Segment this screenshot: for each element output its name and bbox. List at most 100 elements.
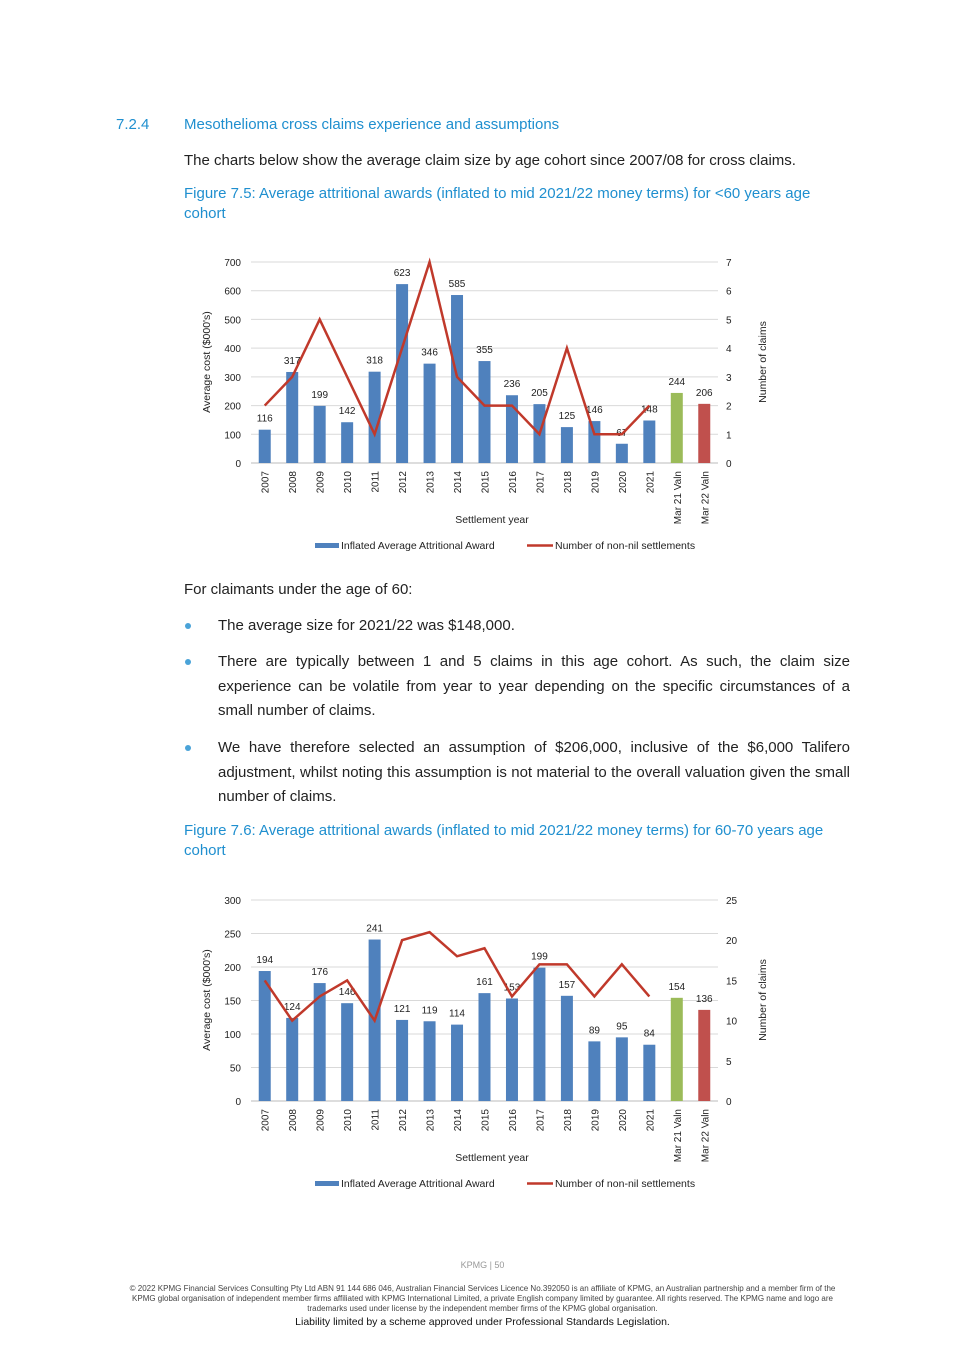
x-axis-title: Settlement year: [455, 514, 529, 526]
bar-data-label: 161: [476, 977, 493, 988]
y-tick-label: 200: [224, 402, 241, 413]
bar-data-label: 194: [256, 955, 273, 966]
legend-bar-label: Inflated Average Attritional Award: [341, 1178, 495, 1190]
y-tick-label: 250: [224, 930, 241, 941]
bar: [423, 1021, 436, 1101]
bar: [313, 983, 326, 1101]
y2-tick-label: 1: [726, 430, 732, 441]
x-tick-label: 2013: [426, 1109, 437, 1132]
bar: [560, 427, 573, 463]
bar: [670, 997, 683, 1101]
y2-tick-label: 25: [726, 896, 738, 907]
x-tick-label: 2020: [618, 1109, 629, 1132]
y-tick-label: 300: [224, 373, 241, 384]
section-title: Mesothelioma cross claims experience and…: [184, 116, 560, 133]
y-axis-title: Average cost ($000's): [201, 311, 213, 413]
bar-data-label: 114: [449, 1009, 465, 1020]
under-60-heading: For claimants under the age of 60:: [184, 581, 413, 598]
y-axis-title: Average cost ($000's): [201, 949, 213, 1051]
chart-figure-7-6: 0 50 100 150 200 250 300 0 5 10 15 20 25 194 2007 124 20…: [201, 896, 769, 1190]
bar: [643, 1044, 656, 1101]
legend-line-label: Number of non-nil settlements: [555, 540, 695, 552]
bar: [258, 971, 271, 1101]
bullet-item: There are typically between 1 and 5 clai…: [218, 653, 850, 719]
bullet-icon: [185, 623, 191, 629]
bar: [451, 1024, 464, 1101]
y2-tick-label: 20: [726, 936, 738, 947]
x-tick-label: 2017: [535, 1109, 546, 1132]
x-tick-label: 2009: [316, 471, 327, 494]
x-tick-label: 2016: [508, 471, 519, 494]
x-tick-label: 2012: [398, 471, 409, 494]
x-tick-label: 2017: [535, 471, 546, 494]
bar-data-label: 205: [531, 388, 548, 399]
bar: [478, 993, 491, 1101]
bar-data-label: 125: [559, 411, 576, 422]
bar: [478, 361, 491, 463]
y2-tick-label: 5: [726, 1057, 732, 1068]
bar: [341, 422, 354, 463]
y2-tick-label: 7: [726, 258, 732, 269]
bar-data-label: 154: [668, 982, 685, 993]
bar-data-label: 157: [559, 980, 576, 991]
x-tick-label: 2019: [590, 1109, 601, 1132]
x-tick-label: 2018: [563, 1109, 574, 1132]
y2-tick-label: 10: [726, 1017, 738, 1028]
bar-data-label: 176: [311, 967, 328, 978]
x-tick-label: 2018: [563, 471, 574, 494]
y2-tick-label: 4: [726, 344, 732, 355]
bar: [286, 1017, 299, 1101]
bar: [396, 284, 409, 463]
bar-data-label: 124: [284, 1002, 301, 1013]
y-tick-label: 0: [235, 1097, 241, 1108]
bar-data-label: 119: [422, 1005, 438, 1016]
bar: [286, 371, 299, 463]
bar: [588, 1041, 601, 1101]
x-tick-label: 2007: [261, 471, 272, 494]
bar-data-label: 206: [696, 388, 713, 399]
bar: [313, 405, 326, 463]
x-tick-label: 2021: [645, 1109, 656, 1132]
y2-tick-label: 0: [726, 1097, 732, 1108]
y-tick-label: 600: [224, 287, 241, 298]
bar-data-label: 142: [339, 406, 356, 417]
y-tick-label: 400: [224, 344, 241, 355]
bullet-icon: [185, 745, 191, 751]
bar: [560, 995, 573, 1101]
intro-paragraph: The charts below show the average claim …: [184, 152, 796, 169]
bar: [451, 295, 464, 463]
bar-data-label: 199: [531, 952, 548, 963]
bar-data-label: 585: [449, 279, 466, 290]
bar-data-label: 241: [366, 924, 383, 935]
bar: [258, 429, 271, 463]
x-tick-label: 2012: [398, 1109, 409, 1132]
x-tick-label: 2015: [481, 471, 492, 494]
y-tick-label: 50: [230, 1064, 242, 1075]
bar-data-label: 121: [394, 1004, 411, 1015]
x-tick-label: 2019: [590, 471, 601, 494]
bar-data-label: 89: [589, 1025, 601, 1036]
x-tick-label: 2014: [453, 1109, 464, 1132]
bar-data-label: 95: [616, 1021, 628, 1032]
x-tick-label: 2016: [508, 1109, 519, 1132]
section-number: 7.2.4: [116, 116, 150, 133]
legend-bar-swatch: [315, 1181, 339, 1186]
bar-data-label: 148: [641, 405, 658, 416]
bar-data-label: 116: [257, 414, 273, 425]
bar-data-label: 346: [421, 348, 438, 359]
y2-axis-title: Number of claims: [757, 321, 769, 403]
bar-data-label: 355: [476, 345, 493, 356]
x-tick-label: Mar 22 Valn: [700, 1109, 711, 1162]
bar: [505, 395, 518, 463]
bar: [368, 371, 381, 463]
legend-line-label: Number of non-nil settlements: [555, 1178, 695, 1190]
x-tick-label: 2020: [618, 471, 629, 494]
y-tick-label: 300: [224, 896, 241, 907]
bar: [341, 1003, 354, 1101]
y2-tick-label: 5: [726, 315, 732, 326]
bar: [533, 967, 546, 1101]
bar-data-label: 84: [644, 1029, 656, 1040]
x-tick-label: 2014: [453, 471, 464, 494]
x-tick-label: 2008: [288, 471, 299, 494]
bar-data-label: 136: [696, 994, 713, 1005]
